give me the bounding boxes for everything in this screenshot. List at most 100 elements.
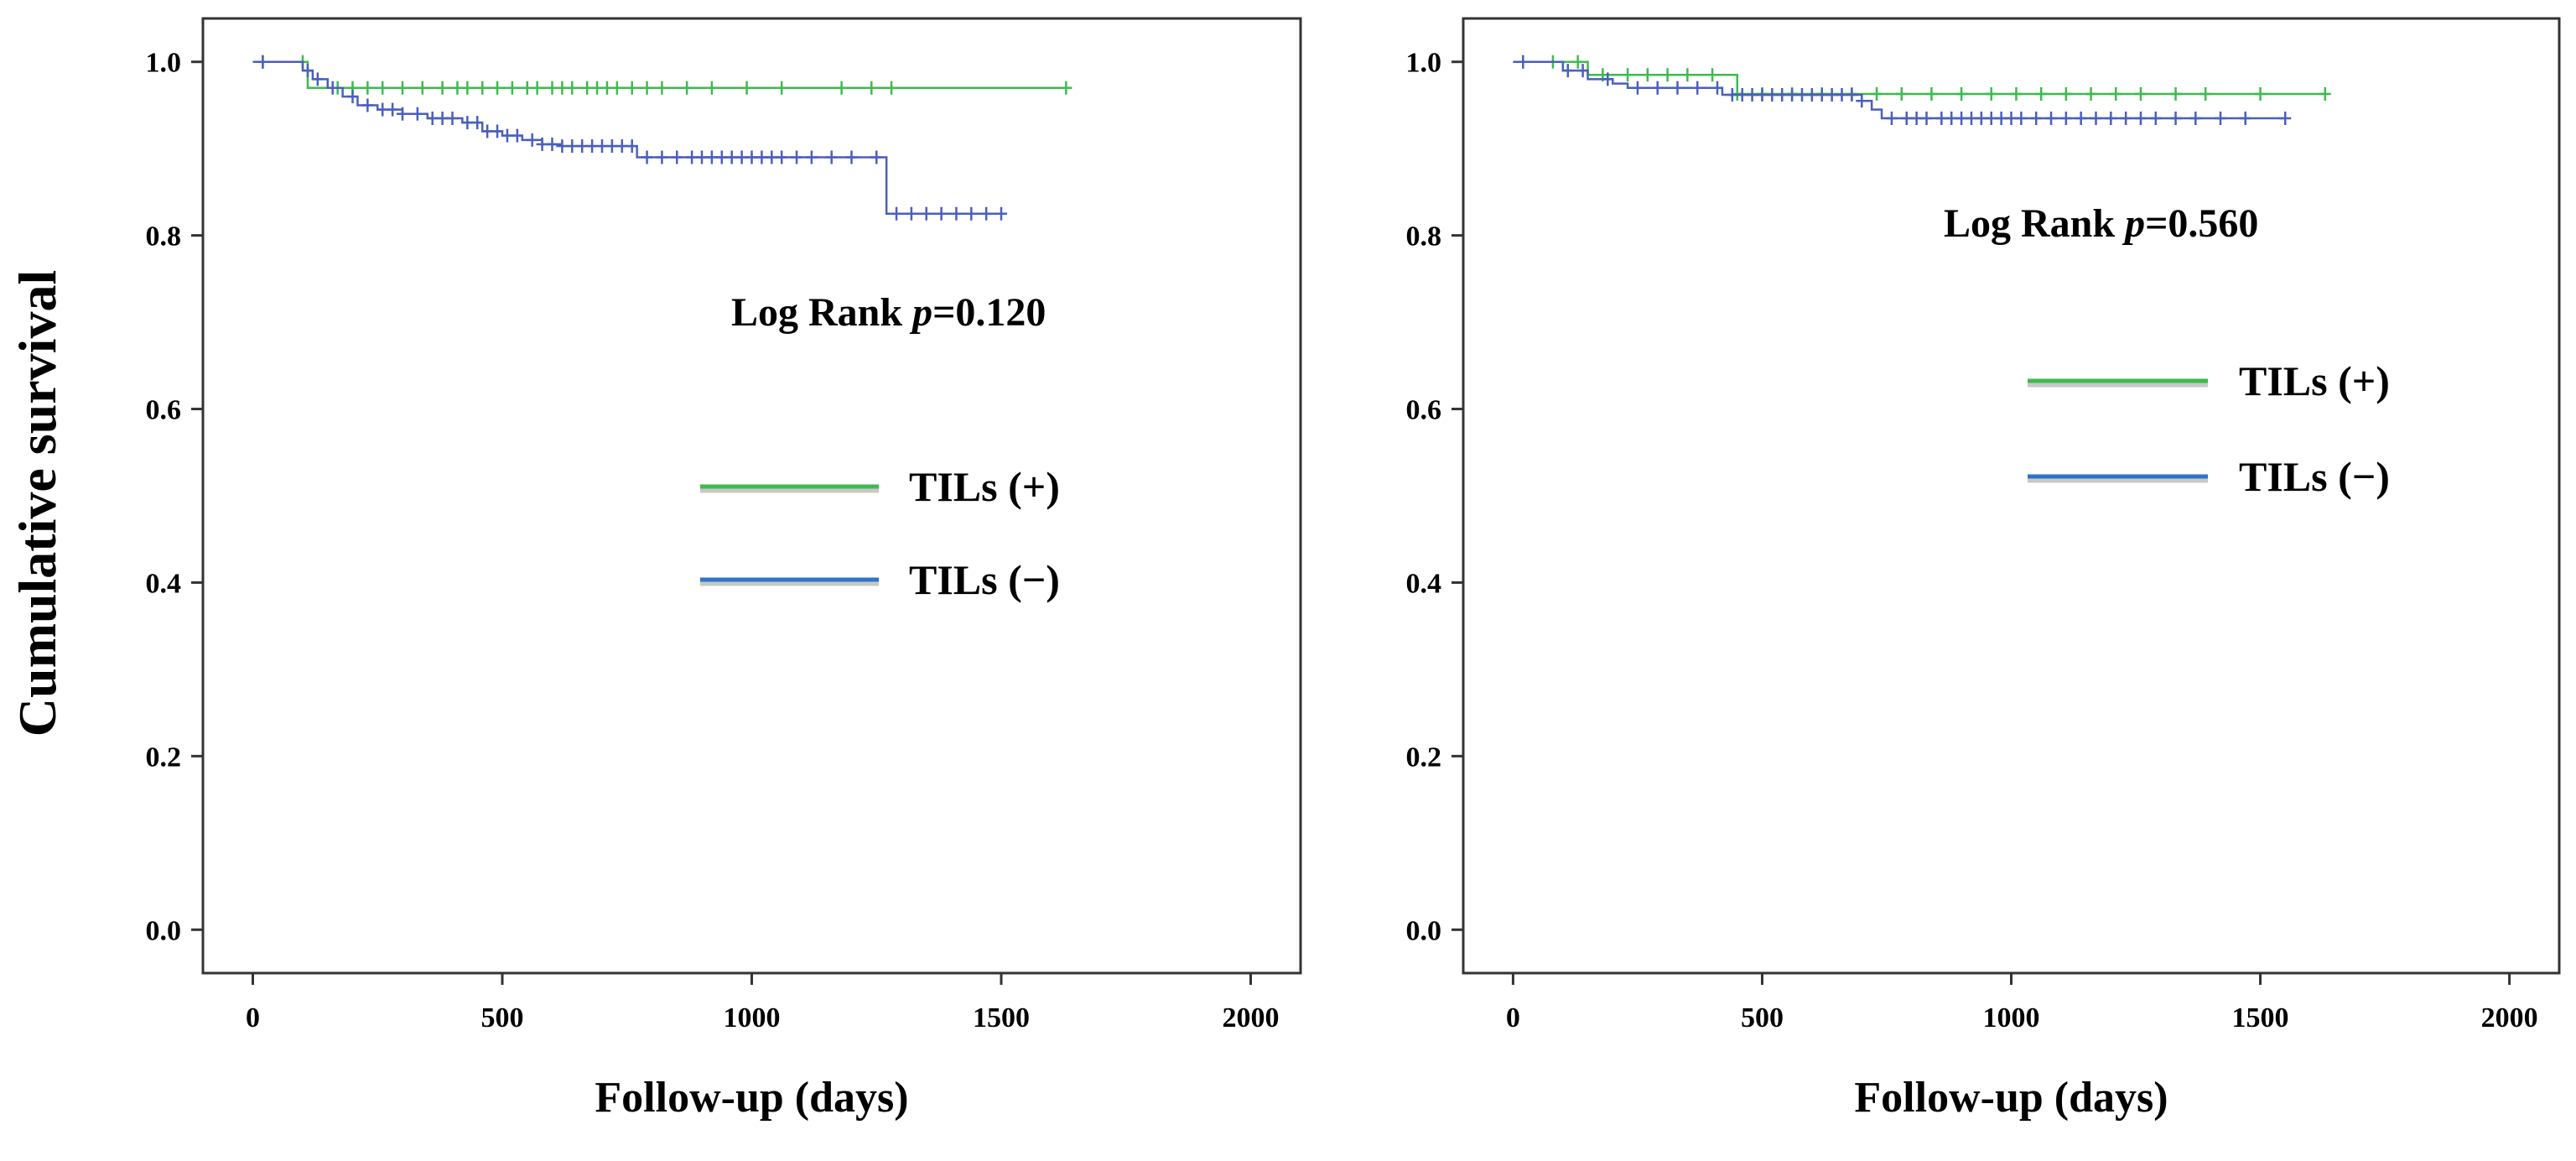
tils-negative-censor-mark <box>257 55 269 69</box>
tils-positive-censor-mark <box>835 81 848 95</box>
tils-negative-censor-mark <box>1995 111 2007 125</box>
tils-negative-censor-mark <box>1846 88 1858 102</box>
tils-positive-censor-mark <box>506 81 518 95</box>
tils-negative-censor-mark <box>1561 64 1574 78</box>
tils-negative-censor-mark <box>1631 81 1644 95</box>
tils-positive-censor-mark <box>361 81 374 95</box>
tils-negative-censor-mark <box>1756 88 1768 102</box>
tils-positive-censor-mark <box>397 81 408 95</box>
tils-positive-censor-mark <box>705 81 718 95</box>
tils-negative-censor-mark <box>980 206 993 221</box>
tils-negative-censor-mark <box>1766 88 1779 102</box>
tils-negative-censor-mark <box>626 139 638 154</box>
tils-negative-censor-mark <box>920 206 932 221</box>
x-tick-label: 0 <box>246 1002 260 1033</box>
tils-negative-censor-mark <box>361 98 374 112</box>
x-axis-title: Follow-up (days) <box>1854 1074 2168 1122</box>
tils-negative-censor-mark <box>1985 111 1997 125</box>
tils-positive-censor-mark <box>1706 68 1719 82</box>
tils-positive-censor-mark <box>1871 87 1883 102</box>
tils-positive-censor-mark <box>2319 87 2331 102</box>
y-tick-label: 0.2 <box>1406 742 1442 773</box>
tils-negative-censor-mark <box>1671 81 1684 95</box>
tils-negative-censor-mark <box>1955 111 1968 125</box>
tils-negative-censor-mark <box>586 139 599 154</box>
y-tick-label: 0.8 <box>146 221 182 253</box>
tils-negative-censor-mark <box>825 150 838 164</box>
tils-positive-censor-mark <box>2110 87 2122 102</box>
tils-negative-censor-mark <box>656 150 668 164</box>
tils-negative-censor-mark <box>1856 94 1868 108</box>
x-tick-label: 500 <box>481 1002 524 1033</box>
tils-negative-censor-mark <box>791 150 803 164</box>
y-axis-title: Cumulative survival <box>8 270 67 737</box>
x-tick-label: 1000 <box>1983 1002 2040 1033</box>
tils-positive-censor-mark <box>2169 87 2182 102</box>
tils-negative-censor-mark <box>715 150 728 164</box>
tils-positive-censor-mark <box>2254 87 2267 102</box>
tils-negative-censor-mark <box>501 128 513 143</box>
tils-positive-censor-mark <box>740 81 753 95</box>
tils-negative-censor-mark <box>1805 88 1818 102</box>
tils-negative-censor-mark <box>326 81 339 95</box>
tils-negative-censor-mark <box>2015 111 2028 125</box>
tils-negative-censor-mark <box>1795 88 1808 102</box>
tils-positive-censor-mark <box>531 81 543 95</box>
tils-negative-censor-mark <box>671 150 683 164</box>
tils-negative-censor-mark <box>1711 81 1723 95</box>
tils-negative-censor-mark <box>1736 88 1748 102</box>
y-tick-label: 0.4 <box>146 568 182 599</box>
tils-negative-censor-mark <box>387 102 399 117</box>
tils-negative-censor-mark <box>870 150 883 164</box>
tils-negative-censor-mark <box>1815 88 1828 102</box>
tils-negative-censor-mark <box>1826 88 1838 102</box>
y-tick-label: 0.2 <box>146 742 182 773</box>
tils-negative-censor-mark <box>766 150 778 164</box>
x-tick-label: 1500 <box>973 1002 1030 1033</box>
tils-negative-censor-mark <box>2149 111 2162 125</box>
tils-negative-censor-mark <box>1726 88 1738 102</box>
tils-negative-censor-mark <box>491 124 504 138</box>
x-tick-label: 500 <box>1741 1002 1784 1033</box>
tils-positive-censor-mark <box>600 81 613 95</box>
tils-positive-censor-mark <box>641 81 653 95</box>
tils-positive-censor-mark <box>416 81 428 95</box>
y-tick-label: 1.0 <box>146 48 182 79</box>
tils-negative-censor-mark <box>2075 111 2087 125</box>
tils-negative-censor-mark <box>556 139 569 154</box>
y-tick-label: 1.0 <box>1406 48 1442 79</box>
tils-positive-censor-mark <box>556 81 569 95</box>
tils-negative-censor-mark <box>845 150 858 164</box>
tils-negative-censor-mark <box>2189 111 2202 125</box>
tils-negative-censor-mark <box>1746 88 1758 102</box>
p-symbol: p <box>909 290 932 335</box>
y-tick-label: 0.6 <box>1406 395 1442 426</box>
tils-negative-censor-mark <box>2134 111 2147 125</box>
tils-positive-censor-mark <box>1985 87 1997 102</box>
tils-negative-censor-mark <box>1691 81 1704 95</box>
x-tick-label: 2000 <box>1223 1002 1280 1033</box>
tils-positive-censor-mark <box>626 81 638 95</box>
tils-negative-censor-mark <box>891 206 903 221</box>
tils-negative-censor-mark <box>735 150 748 164</box>
legend-label-tils-negative: TILs (−) <box>909 556 1060 603</box>
x-tick-label: 1500 <box>2232 1002 2289 1033</box>
y-tick-label: 0.0 <box>146 915 182 946</box>
tils-negative-censor-mark <box>1786 88 1799 102</box>
tils-negative-censor-mark <box>471 116 484 130</box>
tils-positive-censor-mark <box>1641 68 1654 82</box>
tils-negative-censor-mark <box>1975 111 1987 125</box>
tils-negative-censor-mark <box>2090 111 2102 125</box>
tils-positive-censor-mark <box>2085 87 2097 102</box>
tils-positive-censor-mark <box>451 81 464 95</box>
tils-positive-censor-mark <box>436 81 449 95</box>
tils-negative-censor-mark <box>725 150 738 164</box>
tils-negative-censor-mark <box>546 138 558 152</box>
tils-negative-censor-mark <box>426 111 439 125</box>
tils-positive-survival-line <box>252 60 1067 90</box>
tils-negative-survival-line <box>252 60 1006 216</box>
tils-negative-censor-mark <box>2279 111 2292 125</box>
tils-negative-censor-mark <box>2045 111 2058 125</box>
tils-negative-censor-mark <box>950 206 963 221</box>
